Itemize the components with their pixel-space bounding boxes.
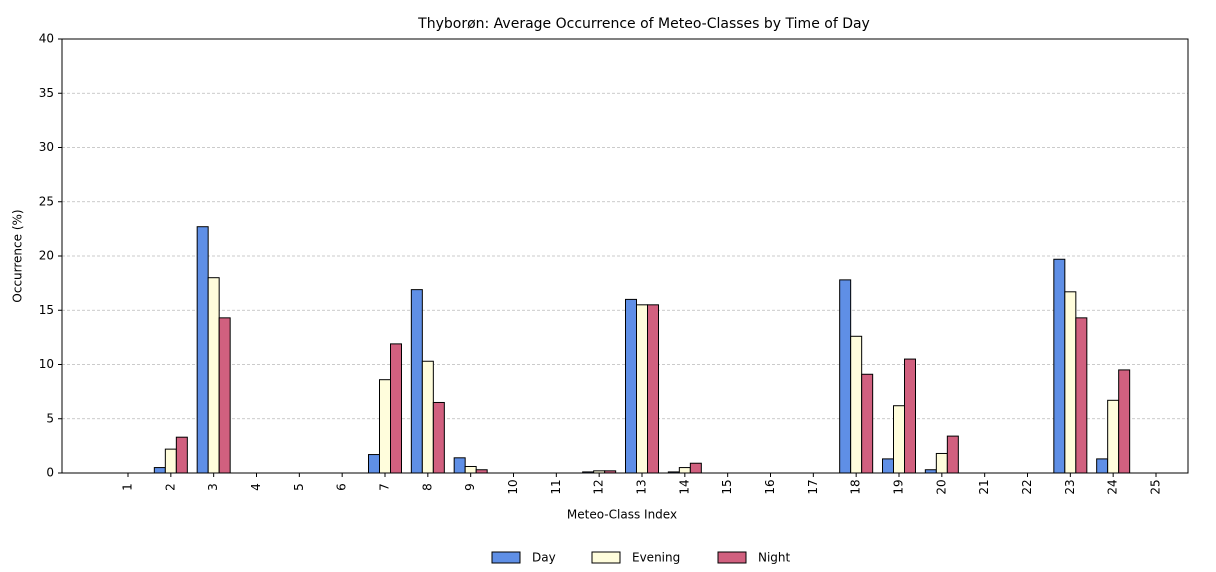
bar [893, 405, 905, 474]
x-tick-label: 11 [549, 479, 563, 494]
bar [153, 467, 166, 474]
y-tick-label: 0 [46, 466, 54, 480]
bar [935, 452, 948, 474]
bar [904, 358, 916, 474]
x-tick-label: 21 [977, 479, 991, 494]
x-tick-label: 17 [806, 479, 820, 494]
chart-title: Thyborøn: Average Occurrence of Meteo-Cl… [417, 16, 870, 32]
bar [464, 465, 477, 474]
bar [636, 304, 648, 474]
bar [432, 401, 445, 474]
y-tick-label: 25 [39, 194, 54, 208]
bar [421, 360, 434, 474]
x-tick-label: 4 [249, 483, 263, 491]
x-tick-label: 13 [635, 479, 649, 494]
y-tick-label: 5 [46, 411, 54, 425]
bar [689, 462, 702, 474]
bar [453, 457, 466, 474]
x-tick-label: 14 [677, 479, 691, 494]
bar [1107, 399, 1120, 474]
bar [946, 435, 959, 474]
legend-swatch [491, 551, 521, 564]
x-tick-label: 23 [1063, 479, 1077, 494]
bar [207, 277, 220, 474]
bar [164, 448, 177, 474]
x-tick-label: 12 [592, 479, 606, 494]
x-tick-label: 18 [849, 479, 863, 494]
bar [175, 436, 188, 474]
bar [1053, 258, 1066, 474]
legend-swatch [591, 551, 621, 564]
y-tick-label: 35 [39, 86, 54, 100]
x-tick-label: 25 [1149, 479, 1163, 494]
x-tick-label: 15 [720, 479, 734, 494]
y-tick-label: 15 [39, 303, 54, 317]
x-tick-label: 3 [206, 483, 220, 491]
y-tick-label: 30 [39, 140, 54, 154]
x-tick-label: 9 [463, 483, 477, 491]
bar [1118, 369, 1131, 474]
y-tick-label: 20 [39, 249, 54, 263]
bar [410, 289, 423, 474]
plot-frame [61, 38, 1189, 474]
x-tick-label: 16 [763, 479, 777, 494]
x-tick-label: 22 [1020, 479, 1034, 494]
bar [861, 373, 874, 474]
y-axis-label: Occurrence (%) [11, 209, 25, 302]
bar [647, 304, 659, 474]
y-tick-label: 10 [39, 357, 54, 371]
legend-label: Night [758, 551, 791, 565]
legend-label: Evening [632, 551, 680, 565]
x-tick-label: 6 [335, 483, 349, 491]
bar [218, 317, 231, 474]
x-tick-label: 8 [420, 483, 434, 491]
bar [882, 458, 894, 474]
x-tick-label: 5 [292, 483, 306, 491]
x-tick-label: 19 [892, 479, 906, 494]
x-axis-label: Meteo-Class Index [567, 508, 677, 522]
x-tick-label: 20 [934, 479, 948, 494]
x-tick-label: 7 [378, 483, 392, 491]
x-tick-label: 1 [121, 483, 135, 491]
bar [368, 454, 380, 474]
bar [390, 343, 402, 474]
bar [678, 467, 691, 474]
bar [196, 226, 209, 474]
x-tick-label: 24 [1106, 479, 1120, 494]
y-tick-label: 40 [39, 32, 54, 46]
bar [625, 298, 637, 474]
bar [1075, 317, 1088, 474]
bar [1064, 291, 1077, 474]
bar [839, 279, 852, 474]
x-tick-label: 2 [163, 483, 177, 491]
bar [1096, 458, 1109, 474]
bar [850, 335, 863, 474]
x-tick-label: 10 [506, 479, 520, 494]
legend-label: Day [532, 551, 556, 565]
bar [379, 379, 391, 474]
legend-swatch [717, 551, 747, 564]
